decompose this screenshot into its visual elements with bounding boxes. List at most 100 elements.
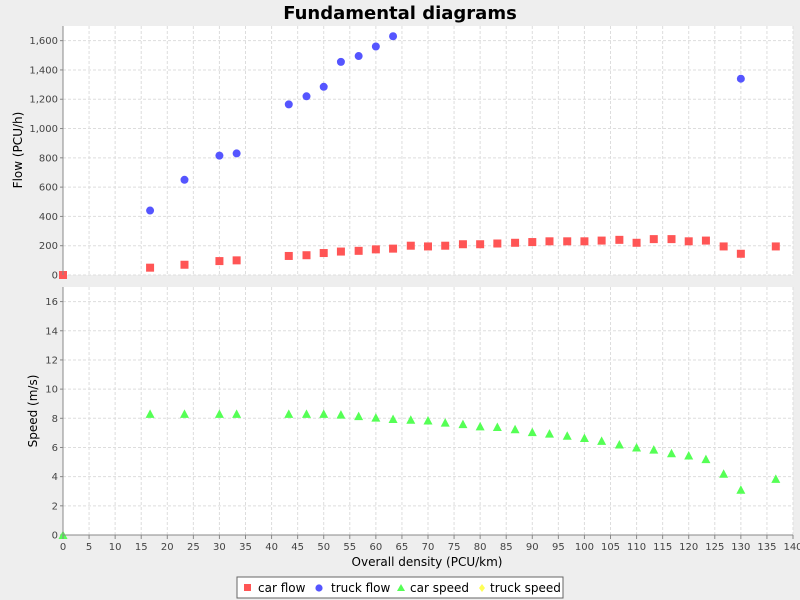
x-tick-label: 25 bbox=[187, 542, 200, 553]
car-flow-point bbox=[354, 246, 363, 255]
flow-data-points bbox=[59, 32, 780, 279]
x-tick-label: 140 bbox=[783, 542, 800, 553]
legend-item-car-speed: car speed bbox=[397, 581, 469, 595]
x-tick-label: 20 bbox=[161, 542, 174, 553]
car-flow-point bbox=[597, 236, 606, 245]
truck-flow-point bbox=[319, 82, 328, 91]
speed-panel: 0 2 4 6 8 10 12 14 16 Speed (m/s) bbox=[26, 287, 794, 542]
car-speed-point bbox=[336, 410, 346, 419]
x-tick-label: 10 bbox=[109, 542, 122, 553]
x-tick-label: 135 bbox=[757, 542, 776, 553]
chart-title: Fundamental diagrams bbox=[283, 3, 517, 24]
speed-y-ticks: 0 2 4 6 8 10 12 14 16 bbox=[45, 297, 63, 542]
car-flow-point bbox=[389, 244, 398, 253]
car-flow-point bbox=[615, 235, 624, 244]
x-tick-label: 75 bbox=[448, 542, 461, 553]
car-flow-point bbox=[736, 249, 745, 258]
flow-y-tick-label: 400 bbox=[39, 212, 58, 223]
car-speed-point bbox=[179, 409, 189, 418]
car-flow-point bbox=[476, 240, 485, 249]
x-tick-label: 15 bbox=[135, 542, 148, 553]
car-speed-point bbox=[214, 409, 224, 418]
truck-flow-point bbox=[180, 175, 189, 184]
car-flow-point bbox=[771, 242, 780, 251]
x-tick-label: 70 bbox=[422, 542, 435, 553]
flow-y-tick-label: 1,600 bbox=[29, 36, 58, 47]
car-flow-point bbox=[424, 242, 432, 251]
flow-y-tick-label: 1,200 bbox=[29, 95, 58, 106]
x-tick-label: 125 bbox=[705, 542, 724, 553]
truck-flow-point bbox=[336, 57, 345, 66]
car-speed-point bbox=[388, 414, 398, 424]
car-speed-point bbox=[232, 409, 242, 418]
car-speed-point bbox=[701, 454, 711, 464]
car-speed-point bbox=[719, 469, 729, 478]
car-speed-point bbox=[771, 474, 781, 483]
car-flow-point bbox=[215, 257, 224, 266]
truck-flow-point bbox=[354, 52, 363, 61]
car-flow-point bbox=[302, 251, 311, 260]
x-axis: 0 5 10 15 20 25 30 35 40 45 50 55 60 65 70 75 80 85 90 95 10… bbox=[60, 534, 800, 569]
car-speed-point bbox=[145, 409, 155, 418]
car-flow-point bbox=[511, 238, 520, 247]
x-tick-label: 130 bbox=[731, 542, 750, 553]
flow-panel: 0 200 400 600 800 1,000 1,200 1,400 1,600 Flow (… bbox=[11, 26, 794, 282]
x-tick-label: 45 bbox=[291, 542, 304, 553]
car-flow-point bbox=[545, 237, 554, 246]
x-tick-label: 115 bbox=[653, 542, 672, 553]
car-flow-point bbox=[371, 245, 380, 254]
car-speed-point bbox=[736, 485, 746, 494]
legend-truck-speed-label: truck speed bbox=[490, 581, 561, 595]
truck-flow-point bbox=[146, 206, 155, 215]
car-flow-point bbox=[632, 238, 641, 247]
speed-data-points bbox=[58, 409, 781, 539]
x-tick-label: 5 bbox=[86, 542, 92, 553]
legend-truck-flow-marker bbox=[315, 584, 323, 592]
truck-flow-point bbox=[284, 100, 293, 109]
x-tick-label: 30 bbox=[213, 542, 226, 553]
legend-item-car-flow: car flow bbox=[244, 581, 306, 595]
truck-flow-point bbox=[389, 32, 398, 41]
x-tick-label: 105 bbox=[601, 542, 620, 553]
speed-y-tick-label: 12 bbox=[45, 355, 58, 366]
car-speed-point bbox=[579, 433, 589, 442]
x-tick-label: 85 bbox=[500, 542, 513, 553]
x-tick-label: 40 bbox=[265, 542, 278, 553]
car-speed-point bbox=[354, 411, 364, 421]
speed-y-tick-label: 2 bbox=[52, 501, 58, 512]
legend-item-truck-speed: truck speed bbox=[479, 581, 561, 595]
x-axis-label: Overall density (PCU/km) bbox=[352, 555, 503, 569]
flow-y-tick-label: 600 bbox=[39, 183, 58, 194]
truck-flow-point bbox=[736, 74, 745, 83]
car-speed-point bbox=[406, 415, 416, 424]
legend-truck-speed-marker bbox=[479, 584, 485, 592]
speed-y-axis-label: Speed (m/s) bbox=[26, 375, 40, 448]
flow-y-tick-label: 1,400 bbox=[29, 65, 58, 76]
car-flow-point bbox=[701, 236, 710, 245]
speed-y-tick-label: 14 bbox=[45, 326, 58, 337]
car-flow-point bbox=[319, 249, 328, 258]
x-tick-label: 110 bbox=[627, 542, 646, 553]
car-flow-point bbox=[180, 260, 189, 269]
legend-truck-flow-label: truck flow bbox=[331, 581, 391, 595]
legend-item-truck-flow: truck flow bbox=[315, 581, 391, 595]
speed-y-tick-label: 4 bbox=[52, 472, 58, 483]
car-speed-point bbox=[527, 427, 537, 437]
car-flow-point bbox=[284, 251, 293, 260]
car-flow-point bbox=[580, 237, 589, 246]
car-speed-point bbox=[632, 442, 642, 452]
x-tick-label: 120 bbox=[679, 542, 698, 553]
x-tick-label: 55 bbox=[343, 542, 356, 553]
legend: car flow truck flow car speed truck spee… bbox=[236, 576, 564, 599]
car-flow-point bbox=[336, 247, 345, 256]
x-tick-label: 100 bbox=[575, 542, 594, 553]
car-flow-point bbox=[719, 242, 728, 251]
legend-car-speed-label: car speed bbox=[410, 581, 469, 595]
car-flow-point bbox=[528, 238, 537, 247]
flow-y-tick-label: 800 bbox=[39, 153, 58, 164]
car-speed-point bbox=[302, 409, 312, 418]
car-speed-point bbox=[684, 450, 694, 460]
x-tick-label: 35 bbox=[239, 542, 252, 553]
car-speed-point bbox=[475, 421, 485, 431]
